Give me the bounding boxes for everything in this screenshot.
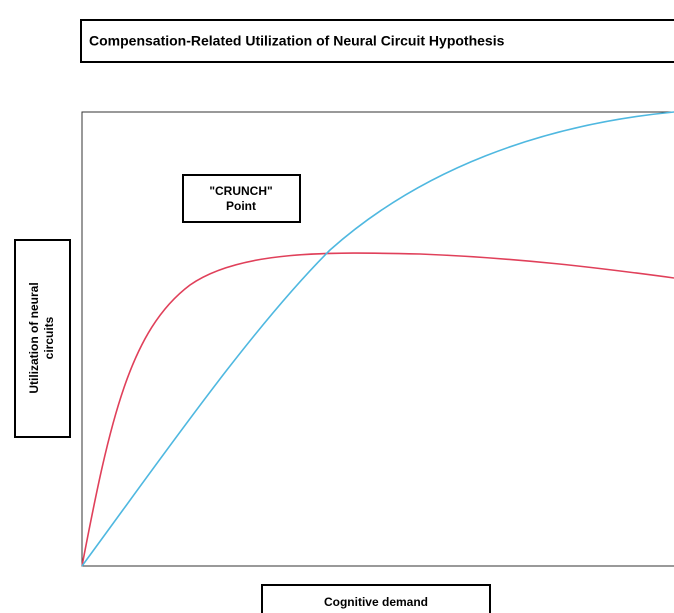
plot-frame [81, 111, 674, 567]
crunch-box [182, 174, 301, 223]
blue-curve [81, 111, 674, 567]
title-box [80, 19, 674, 63]
title: Compensation-Related Utilization of Neur… [89, 33, 505, 49]
y-label-line: circuits [42, 316, 56, 359]
y-label-line: Utilization of neural [27, 282, 41, 393]
y-label-box [14, 239, 71, 438]
crunch-label-line: "CRUNCH" [209, 184, 272, 198]
red-curve [81, 252, 674, 567]
x-label: Cognitive demand [324, 595, 428, 609]
crunch-label-line: Point [226, 199, 256, 213]
x-label-box [261, 584, 491, 613]
